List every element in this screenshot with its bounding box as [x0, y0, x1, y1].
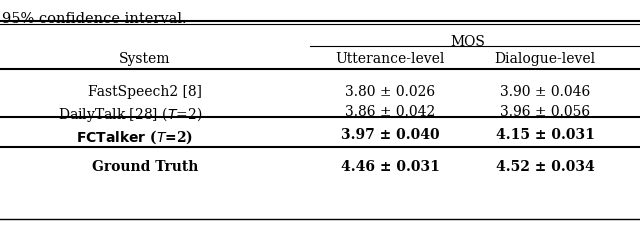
Text: 4.15 ± 0.031: 4.15 ± 0.031 [495, 128, 595, 141]
Text: 95% confidence interval.: 95% confidence interval. [2, 12, 187, 26]
Text: 3.97 ± 0.040: 3.97 ± 0.040 [340, 128, 439, 141]
Text: 3.80 ± 0.026: 3.80 ± 0.026 [345, 85, 435, 98]
Text: 4.52 ± 0.034: 4.52 ± 0.034 [495, 159, 595, 173]
Text: Ground Truth: Ground Truth [92, 159, 198, 173]
Text: $\mathbf{FCTalker}$ ($\mathit{T}$=2): $\mathbf{FCTalker}$ ($\mathit{T}$=2) [76, 128, 193, 145]
Text: MOS: MOS [450, 35, 485, 49]
Text: System: System [119, 52, 171, 66]
Text: 4.46 ± 0.031: 4.46 ± 0.031 [340, 159, 440, 173]
Text: FastSpeech2 [8]: FastSpeech2 [8] [88, 85, 202, 98]
Text: Utterance-level: Utterance-level [335, 52, 445, 66]
Text: 3.90 ± 0.046: 3.90 ± 0.046 [500, 85, 590, 98]
Text: 3.86 ± 0.042: 3.86 ± 0.042 [345, 105, 435, 118]
Text: 3.96 ± 0.056: 3.96 ± 0.056 [500, 105, 590, 118]
Text: DailyTalk [28] ($T$=2): DailyTalk [28] ($T$=2) [58, 105, 202, 123]
Text: Dialogue-level: Dialogue-level [495, 52, 596, 66]
